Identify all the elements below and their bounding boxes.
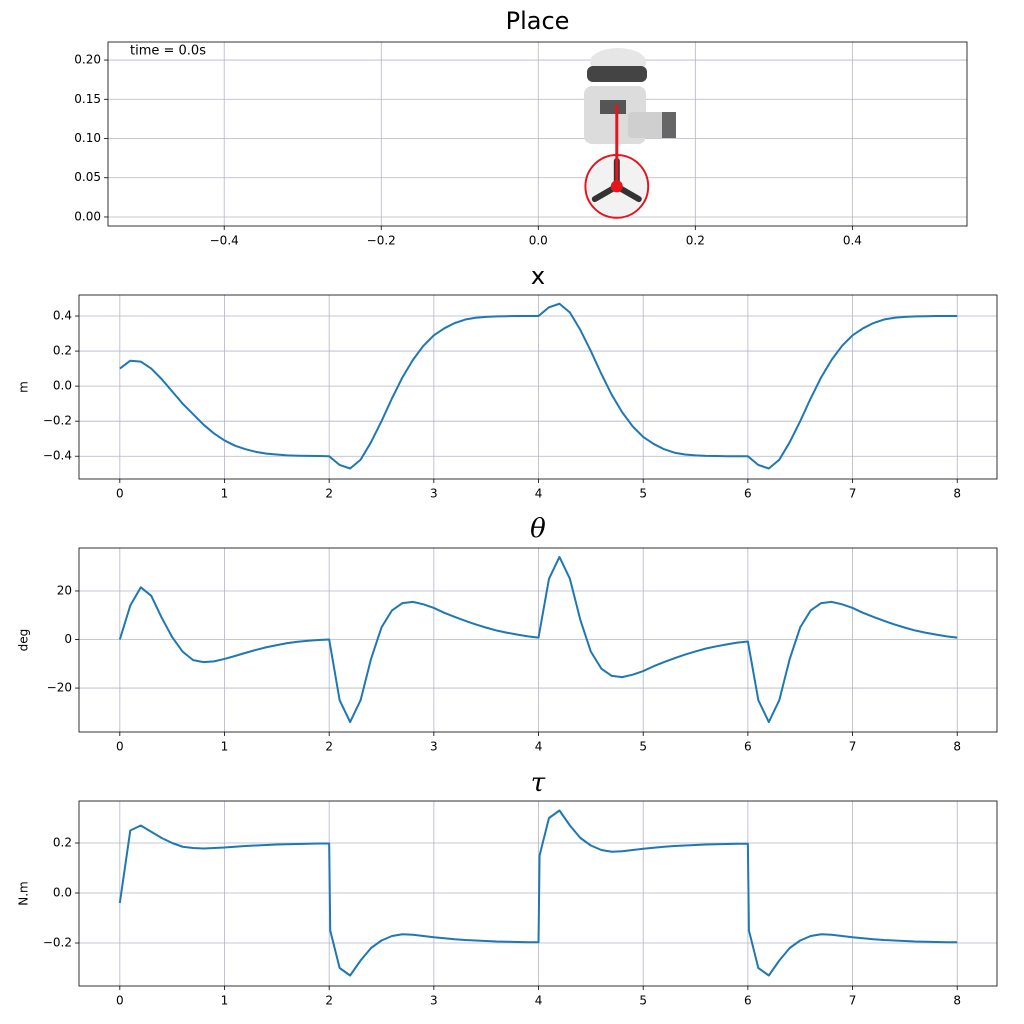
x-tick-label: 6 xyxy=(744,740,752,754)
annotation: time = 0.0s xyxy=(130,44,206,59)
y-axis-label: deg xyxy=(17,629,31,652)
x-tick-label: 2 xyxy=(325,487,333,501)
x-tick-label: 8 xyxy=(953,994,961,1008)
x-tick-label: 1 xyxy=(221,740,229,754)
x-tick-label: 3 xyxy=(430,994,438,1008)
x-tick-label: 3 xyxy=(430,740,438,754)
y-tick-label: 0.15 xyxy=(74,92,101,106)
chart-title: τ xyxy=(531,768,546,798)
robot-hand xyxy=(662,112,676,138)
x-tick-label: 5 xyxy=(639,994,647,1008)
y-tick-label: 20 xyxy=(57,583,72,597)
chart-title: Place xyxy=(506,7,570,35)
y-tick-label: 0 xyxy=(64,632,72,646)
x-tick-label: 3 xyxy=(430,487,438,501)
axes-frame xyxy=(78,800,998,987)
x-tick-label: 6 xyxy=(744,994,752,1008)
y-tick-label: −0.2 xyxy=(43,414,72,428)
axes-frame xyxy=(78,294,998,480)
y-tick-label: 0.0 xyxy=(53,886,72,900)
robot-body xyxy=(584,48,676,144)
data-line xyxy=(118,555,958,724)
x-tick-label: 0.4 xyxy=(843,234,862,248)
x-tick-label: 1 xyxy=(221,487,229,501)
x-tick-label: 8 xyxy=(953,740,961,754)
axes-frame xyxy=(78,547,998,733)
axes-frame xyxy=(107,41,968,227)
x-tick-label: 7 xyxy=(849,487,857,501)
x-tick-label: 6 xyxy=(744,487,752,501)
y-tick-label: 0.00 xyxy=(74,209,101,223)
y-tick-label: 0.05 xyxy=(74,170,101,184)
data-line xyxy=(119,302,958,470)
y-tick-label: −0.2 xyxy=(43,936,72,950)
x-tick-label: 0.0 xyxy=(529,234,548,248)
chart-title: θ xyxy=(530,514,546,544)
x-tick-label: 0 xyxy=(116,740,124,754)
x-tick-label: 2 xyxy=(325,740,333,754)
y-axis-label: m xyxy=(17,381,31,393)
y-tick-label: 0.4 xyxy=(53,309,72,323)
x-tick-label: 5 xyxy=(639,740,647,754)
x-tick-label: 0 xyxy=(116,487,124,501)
y-tick-label: 0.20 xyxy=(74,53,101,67)
x-tick-label: −0.4 xyxy=(210,234,239,248)
y-tick-label: 0.2 xyxy=(53,344,72,358)
x-tick-label: 7 xyxy=(849,994,857,1008)
x-tick-label: 8 xyxy=(953,487,961,501)
y-tick-label: −20 xyxy=(47,681,72,695)
x-tick-label: 4 xyxy=(535,740,543,754)
x-tick-label: 1 xyxy=(221,994,229,1008)
x-tick-label: 4 xyxy=(535,994,543,1008)
y-tick-label: 0.2 xyxy=(53,836,72,850)
x-tick-label: 5 xyxy=(639,487,647,501)
y-tick-label: 0.0 xyxy=(53,379,72,393)
x-tick-label: 7 xyxy=(849,740,857,754)
x-tick-label: 0 xyxy=(116,994,124,1008)
y-axis-label: N.m xyxy=(17,881,31,905)
robot-arm xyxy=(628,112,672,138)
y-tick-label: 0.10 xyxy=(74,131,101,145)
x-tick-label: 0.2 xyxy=(686,234,705,248)
robot-visor xyxy=(587,66,647,82)
robot-panel xyxy=(600,100,626,114)
x-tick-label: 2 xyxy=(325,994,333,1008)
y-tick-label: −0.4 xyxy=(43,449,72,463)
x-tick-label: 4 xyxy=(535,487,543,501)
x-tick-label: −0.2 xyxy=(367,234,396,248)
hub xyxy=(610,180,623,193)
chart-title: x xyxy=(531,262,545,290)
data-line xyxy=(118,809,958,977)
